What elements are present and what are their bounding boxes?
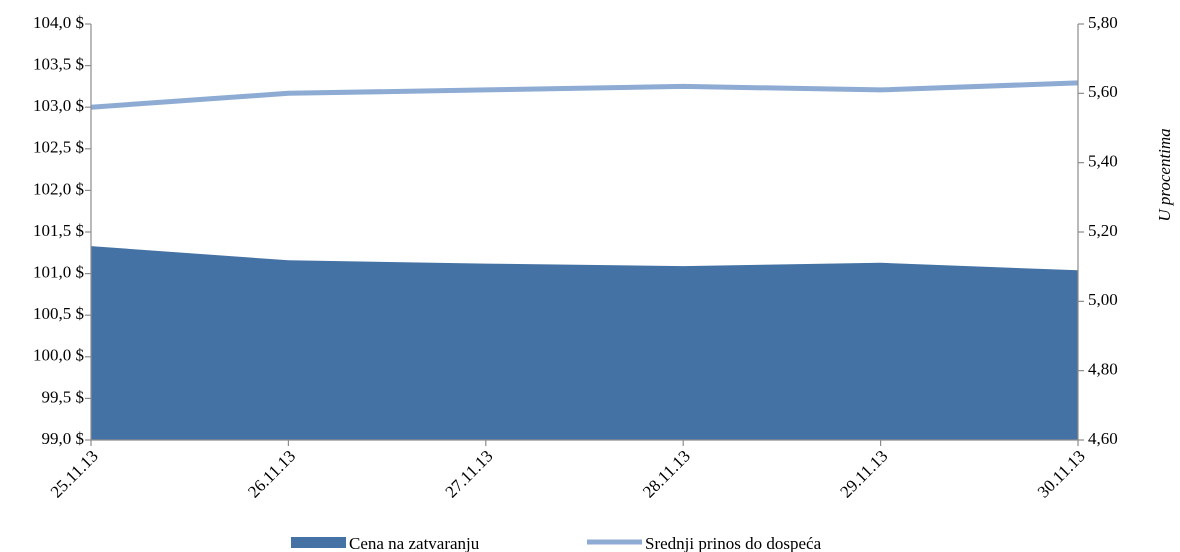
left-axis-ticks: 99,0 $ 99,5 $ 100,0 $ 100,5 $ 101,0 $ 101,5 $… bbox=[33, 13, 91, 448]
x-axis-ticks: 25.11.13 26.11.13 27.11.13 28.11.13 29.11.13… bbox=[47, 440, 1089, 501]
x-tick-label: 26.11.13 bbox=[244, 446, 299, 501]
right-tick-label: 5,20 bbox=[1088, 221, 1118, 240]
price-area bbox=[91, 246, 1078, 440]
x-tick-label: 27.11.13 bbox=[442, 446, 497, 501]
right-axis-title: U procentima bbox=[1155, 128, 1174, 221]
left-tick-label: 104,0 $ bbox=[33, 13, 84, 32]
left-tick-label: 99,5 $ bbox=[42, 387, 85, 406]
left-tick-label: 99,0 $ bbox=[42, 429, 85, 448]
x-tick-label: 29.11.13 bbox=[836, 446, 891, 501]
legend-label-price: Cena na zatvaranju bbox=[349, 534, 480, 552]
legend-swatch-price bbox=[291, 537, 346, 548]
x-tick-label: 30.11.13 bbox=[1034, 446, 1089, 501]
left-tick-label: 101,0 $ bbox=[33, 263, 84, 282]
legend: Cena na zatvaranju Srednji prinos do dos… bbox=[291, 534, 822, 552]
price-area-layer bbox=[91, 246, 1078, 440]
left-tick-label: 102,5 $ bbox=[33, 138, 84, 157]
right-tick-label: 4,80 bbox=[1088, 360, 1118, 379]
left-tick-label: 103,0 $ bbox=[33, 96, 84, 115]
right-tick-label: 5,80 bbox=[1088, 13, 1118, 32]
left-tick-label: 100,5 $ bbox=[33, 304, 84, 323]
right-tick-label: 5,60 bbox=[1088, 82, 1118, 101]
x-tick-label: 28.11.13 bbox=[639, 446, 694, 501]
right-axis-ticks: 4,60 4,80 5,00 5,20 5,40 5,60 5,80 bbox=[1078, 13, 1118, 448]
left-tick-label: 102,0 $ bbox=[33, 179, 84, 198]
left-tick-label: 101,5 $ bbox=[33, 221, 84, 240]
right-tick-label: 4,60 bbox=[1088, 429, 1118, 448]
x-tick-label: 25.11.13 bbox=[47, 446, 102, 501]
yield-line-layer bbox=[90, 80, 1079, 110]
yield-line bbox=[90, 80, 1079, 110]
left-tick-label: 103,5 $ bbox=[33, 55, 84, 74]
left-tick-label: 100,0 $ bbox=[33, 346, 84, 365]
right-tick-label: 5,40 bbox=[1088, 152, 1118, 171]
legend-label-yield: Srednji prinos do dospeća bbox=[645, 534, 822, 552]
right-tick-label: 5,00 bbox=[1088, 290, 1118, 309]
